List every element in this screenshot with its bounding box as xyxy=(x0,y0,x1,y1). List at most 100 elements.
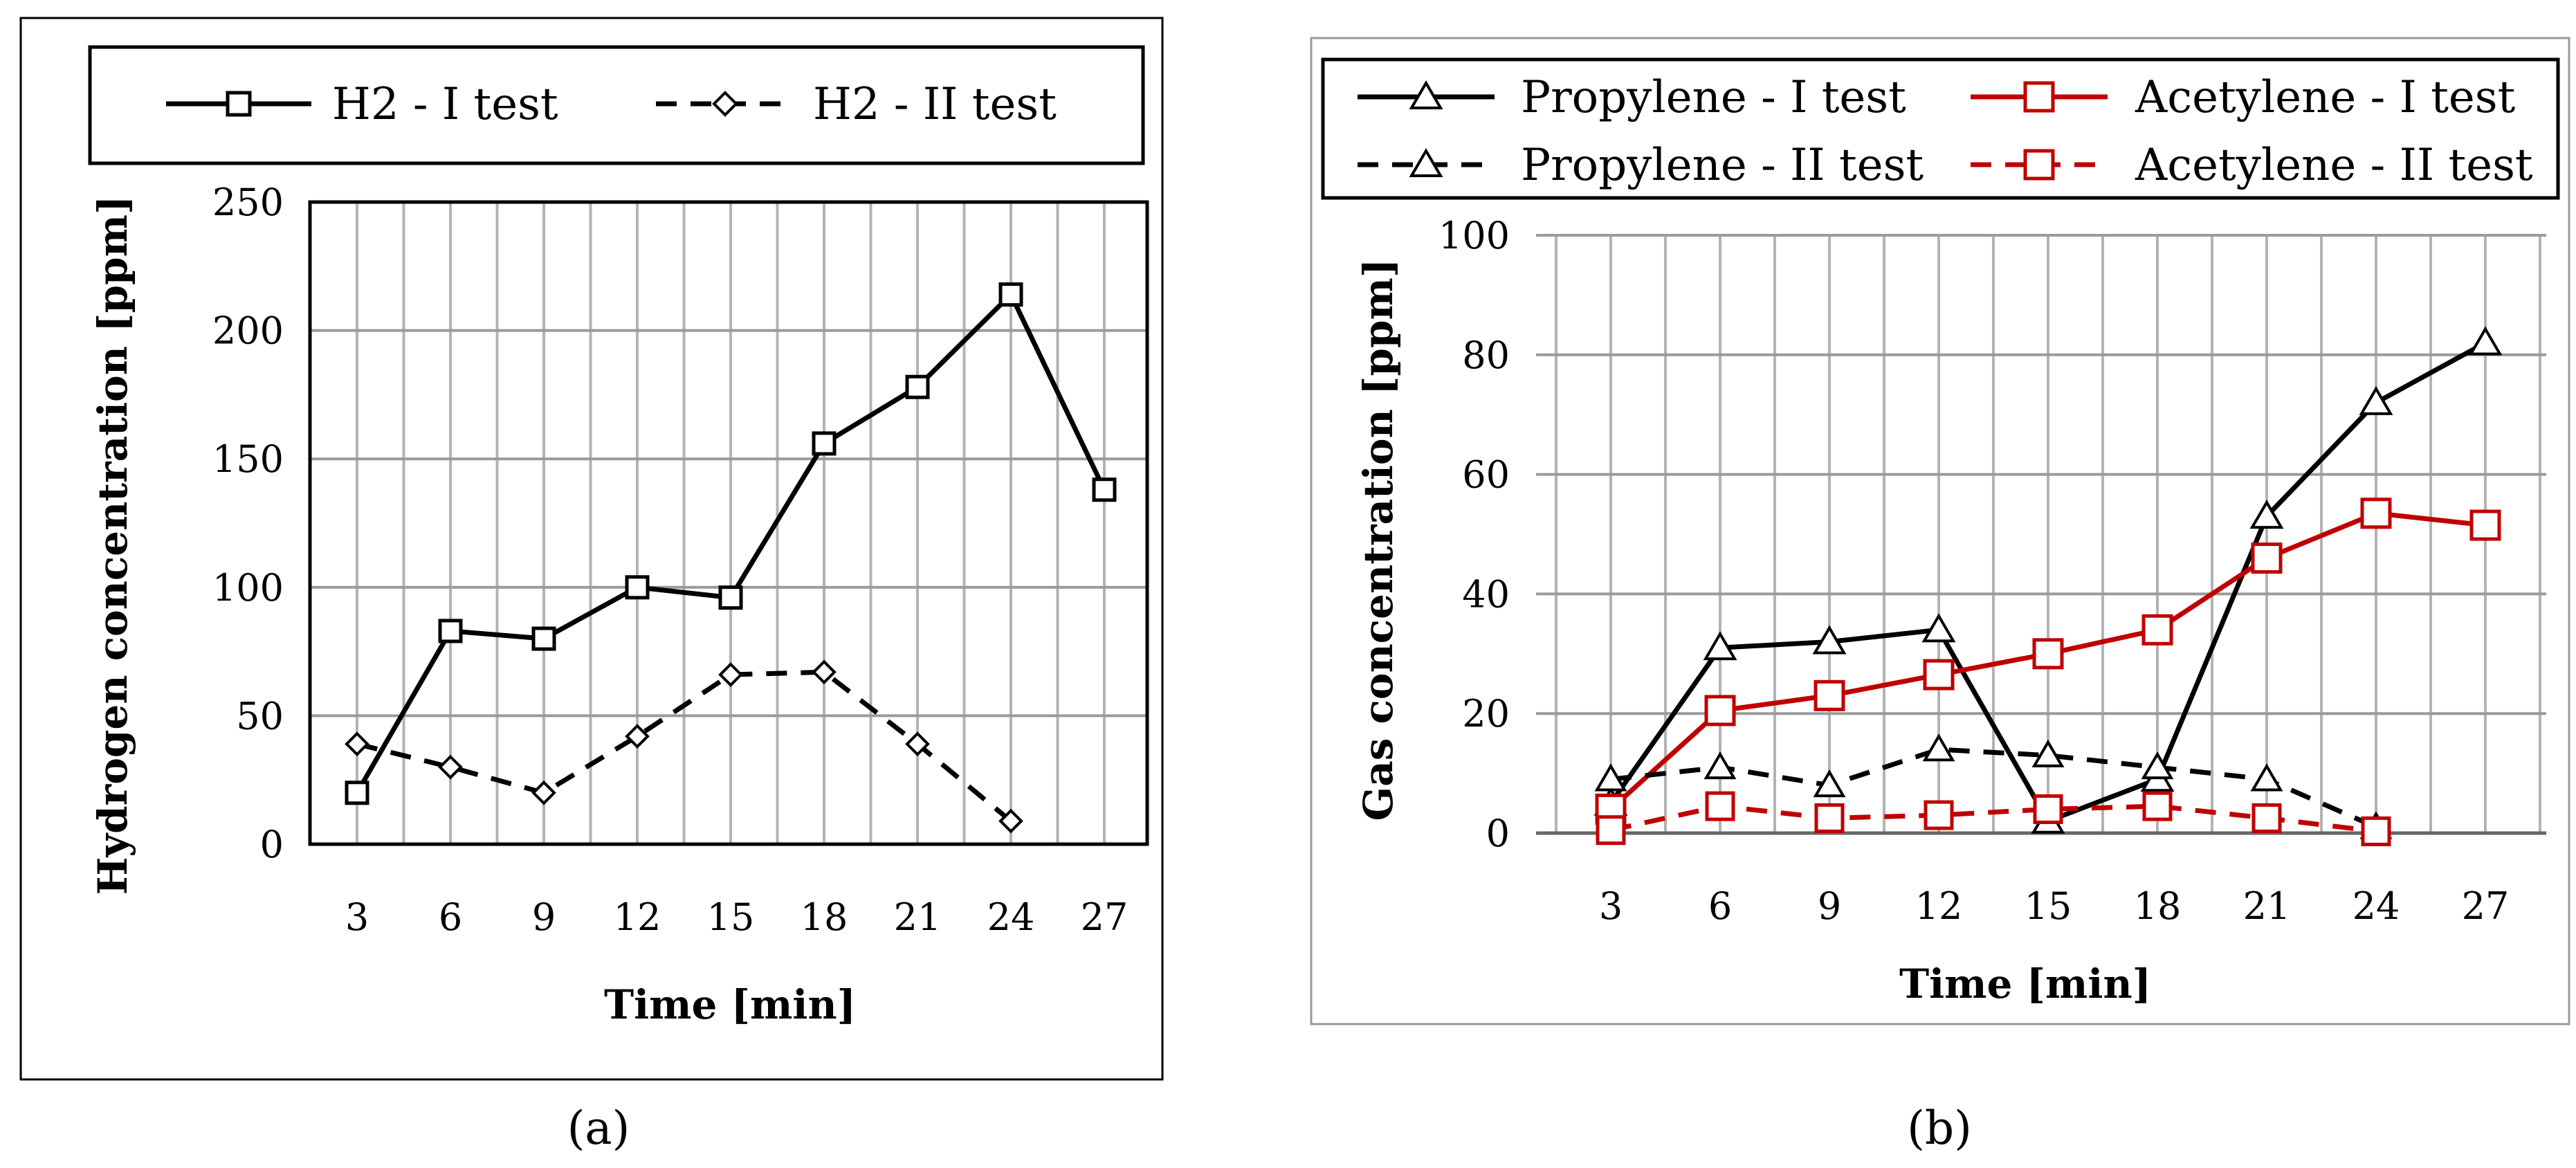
chart-a-series xyxy=(345,659,1023,834)
chart-b-xtick-label: 15 xyxy=(2025,884,2072,928)
chart-b-plot-area xyxy=(1536,235,2546,833)
chart-a-data-point xyxy=(812,431,837,456)
chart-a-legend-label: H2 - I test xyxy=(332,79,558,130)
chart-b-legend-label: Propylene - I test xyxy=(1521,72,1906,123)
chart-b-data-point xyxy=(1921,613,1956,643)
chart-a-data-point xyxy=(438,754,463,780)
chart-a-xtick-label: 12 xyxy=(614,895,661,939)
chart-a-data-point xyxy=(345,731,369,757)
chart-a-ytick-label: 150 xyxy=(212,437,284,481)
chart-a-xlabel: Time [min] xyxy=(604,981,856,1028)
chart-a-data-point xyxy=(998,282,1023,307)
chart-a-ytick-label: 250 xyxy=(212,181,284,224)
chart-b-data-point xyxy=(1705,791,1735,821)
chart-a-series xyxy=(345,282,1117,805)
chart-a-legend-label: H2 - II test xyxy=(813,79,1057,130)
chart-b-ytick-label: 0 xyxy=(1486,812,1510,855)
chart-b-data-point xyxy=(1703,631,1737,661)
chart-b-data-point xyxy=(2468,326,2503,356)
chart-b-series-line xyxy=(1610,747,2377,830)
chart-b-xtick-label: 18 xyxy=(2134,884,2182,928)
chart-b-legend-label: Acetylene - I test xyxy=(2135,72,2516,123)
chart-b-data-point xyxy=(2033,794,2063,824)
chart-b-data-point xyxy=(1703,751,1737,780)
chart-b-data-point xyxy=(2032,638,2064,670)
chart-b-data-point xyxy=(1813,769,1846,798)
chart-b-xtick-label: 12 xyxy=(1915,884,1963,928)
chart-b: Gas concentration [ppm] Time [min] 0 20 40… xyxy=(1310,37,2570,1025)
chart-a-data-point xyxy=(998,808,1023,834)
chart-b-legend-entry: Acetylene - II test xyxy=(1971,140,2533,191)
chart-a-ytick-label: 0 xyxy=(260,823,284,866)
chart-b-xtick-label: 21 xyxy=(2243,884,2291,928)
chart-a-xtick-label: 15 xyxy=(707,895,755,939)
chart-b-data-point xyxy=(2251,542,2283,574)
chart-b-panel-label: (b) xyxy=(1907,1102,1972,1155)
chart-a-data-point xyxy=(812,659,837,685)
chart-b-data-point xyxy=(2141,614,2173,646)
chart-a-frame xyxy=(19,17,1164,1081)
chart-b-xtick-label: 24 xyxy=(2353,884,2400,928)
chart-b-legend-entry: Acetylene - I test xyxy=(1971,72,2516,123)
chart-b-data-point xyxy=(1814,803,1845,833)
chart-b-legend-entry: Propylene - II test xyxy=(1358,140,1924,191)
chart-a-data-point xyxy=(625,724,650,749)
chart-a-xtick-label: 24 xyxy=(987,895,1035,939)
chart-a-xtick-label: 9 xyxy=(532,895,556,939)
chart-a-data-point xyxy=(345,781,369,805)
chart-b-ytick-label: 20 xyxy=(1462,692,1510,736)
chart-a-series-line xyxy=(356,669,1013,823)
chart-b-data-point xyxy=(2361,816,2391,846)
chart-b-legend-marker xyxy=(2023,149,2055,181)
chart-a-data-point xyxy=(905,374,930,399)
chart-a-data-point xyxy=(625,575,650,600)
chart-b-data-point xyxy=(1923,659,1955,691)
chart-b-data-point xyxy=(1922,733,1955,762)
chart-b-xtick-label: 3 xyxy=(1599,884,1623,928)
chart-b-data-point xyxy=(2469,509,2501,541)
chart-b-data-point xyxy=(2251,803,2282,833)
chart-b-data-point xyxy=(1924,800,1954,830)
chart-a-data-point xyxy=(438,619,463,644)
chart-a-panel-label: (a) xyxy=(567,1102,630,1155)
chart-b-ylabel: Gas concentration [ppm] xyxy=(1355,259,1402,821)
chart-b-ytick-label: 100 xyxy=(1438,214,1510,257)
chart-b-legend-label: Acetylene - II test xyxy=(2135,140,2533,191)
chart-b-data-point xyxy=(2031,739,2065,767)
chart-a-plot-border xyxy=(308,200,1149,846)
chart-b-legend-label: Propylene - II test xyxy=(1521,140,1924,191)
chart-a-ylabel: Hydrogen concentration [ppm] xyxy=(89,196,136,895)
chart-b-legend-marker xyxy=(1409,80,1443,109)
chart-a-legend-entry: H2 - II test xyxy=(656,79,1057,130)
chart-a: Hydrogen concentration [ppm] Time [min] … xyxy=(19,17,1164,1081)
chart-b-series-line xyxy=(1610,803,2377,834)
chart-b-xtick-label: 6 xyxy=(1708,884,1732,928)
chart-a-legend-marker xyxy=(226,91,252,117)
chart-b-legend-marker xyxy=(1409,148,1443,177)
chart-b-data-point xyxy=(1704,695,1736,727)
chart-b-data-point xyxy=(1594,763,1627,792)
chart-b-ytick-label: 40 xyxy=(1462,572,1510,616)
chart-b-legend-entry: Propylene - I test xyxy=(1358,72,1906,123)
chart-b-legend-marker xyxy=(2023,81,2055,113)
chart-a-xtick-label: 21 xyxy=(894,895,942,939)
chart-a-ytick-label: 100 xyxy=(212,566,284,610)
chart-b-data-point xyxy=(2360,498,2392,529)
chart-a-xtick-label: 3 xyxy=(345,895,369,939)
chart-b-data-point xyxy=(1812,625,1847,655)
chart-b-data-point xyxy=(1596,815,1626,846)
chart-b-series xyxy=(1595,498,2501,825)
chart-a-xtick-label: 27 xyxy=(1081,895,1129,939)
chart-b-data-point xyxy=(2141,751,2174,780)
chart-a-data-point xyxy=(531,626,556,651)
chart-b-data-point xyxy=(2249,500,2284,529)
chart-a-data-point xyxy=(1092,477,1117,502)
chart-b-ytick-label: 60 xyxy=(1462,453,1510,497)
chart-a-data-point xyxy=(718,585,743,610)
chart-b-data-point xyxy=(2250,763,2283,792)
chart-a-xtick-label: 6 xyxy=(439,895,462,939)
chart-a-legend-entry: H2 - I test xyxy=(166,79,558,130)
chart-a-xtick-label: 18 xyxy=(801,895,848,939)
chart-a-ytick-label: 200 xyxy=(212,309,284,353)
